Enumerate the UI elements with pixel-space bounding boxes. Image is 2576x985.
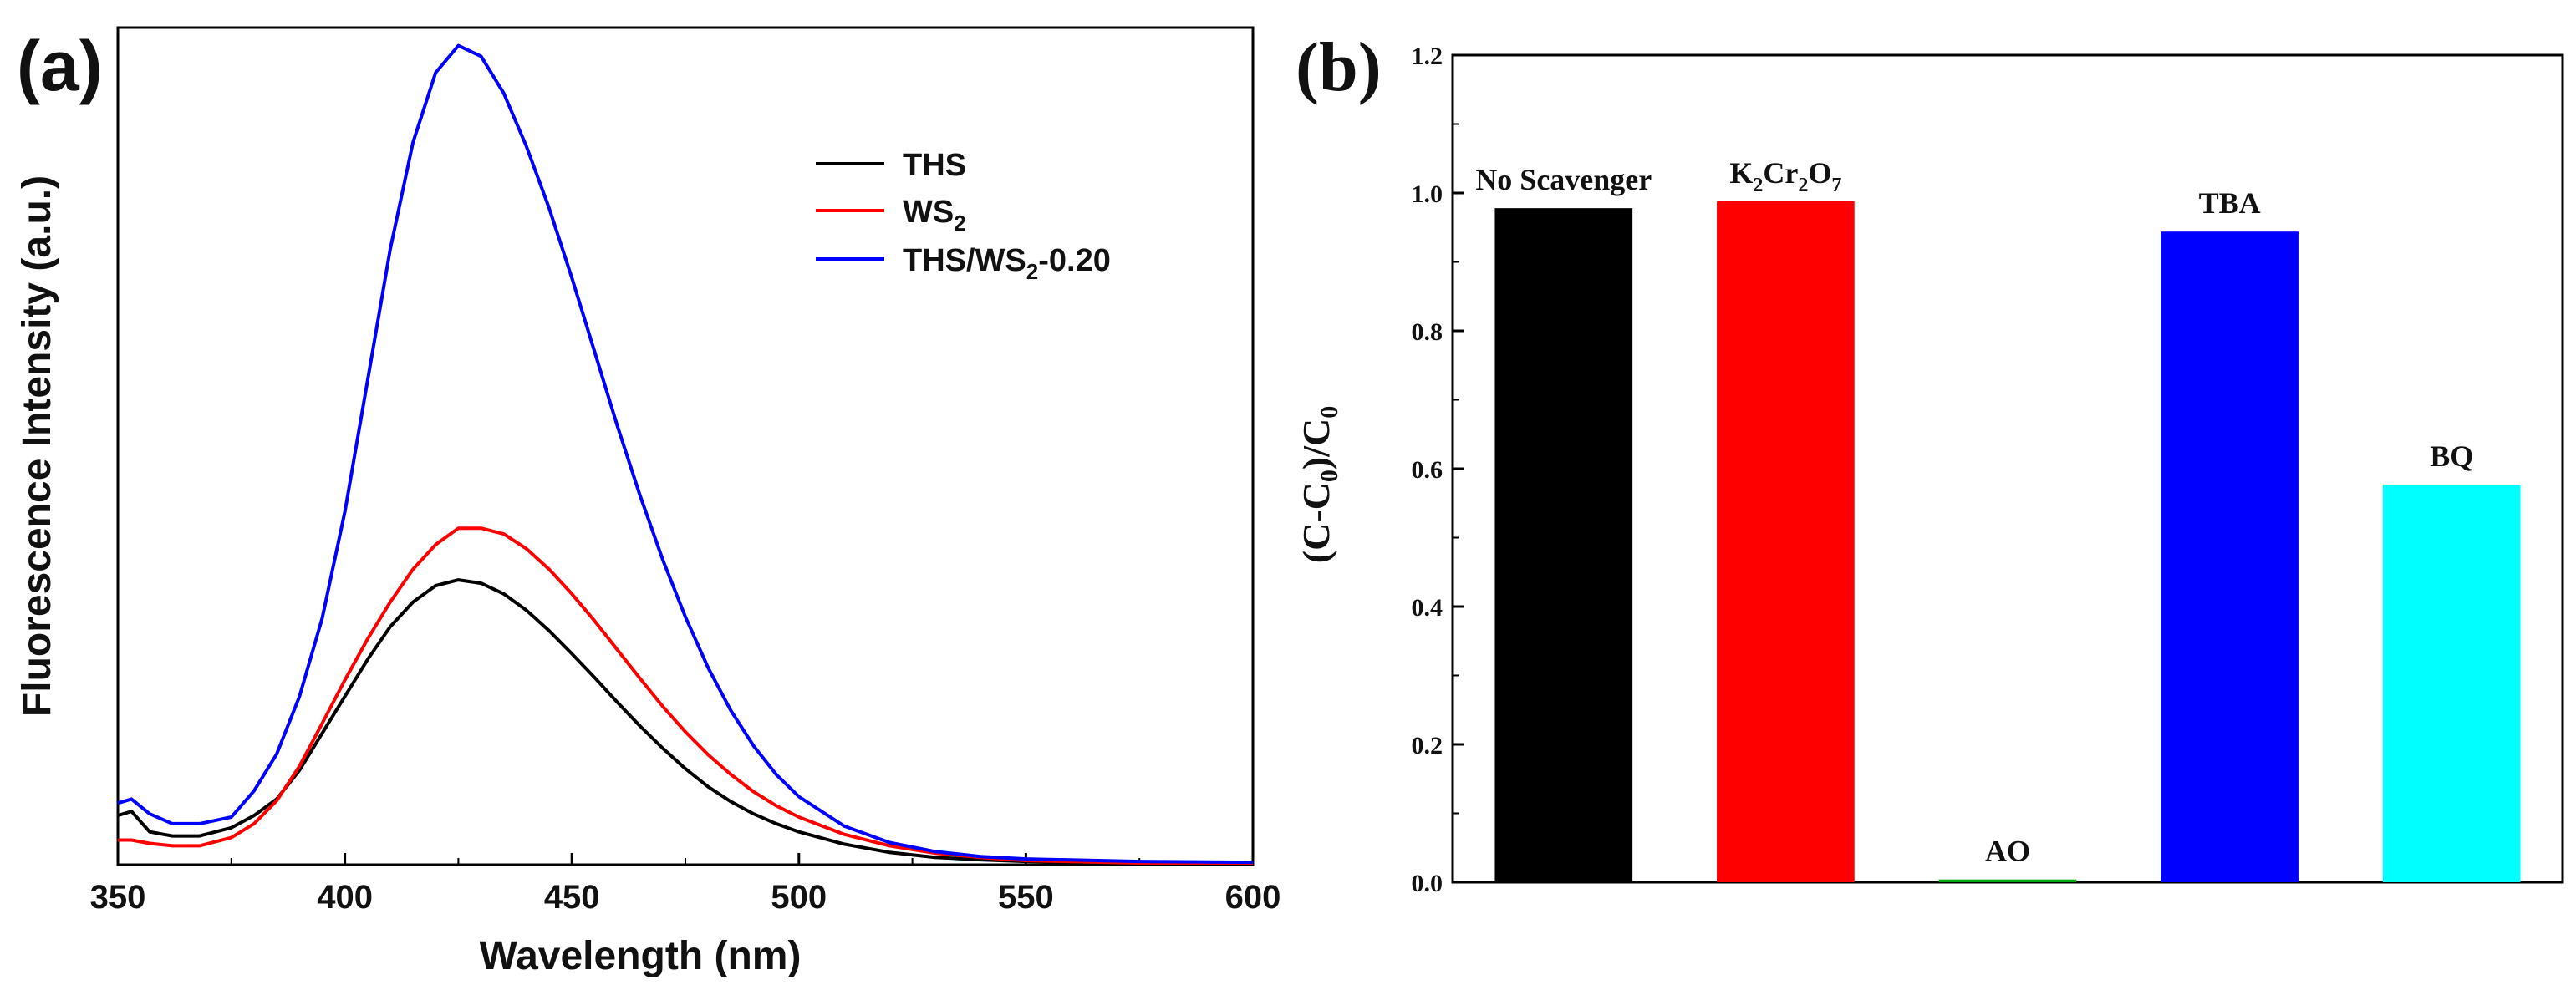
bar-label-0: No Scavenger	[1475, 163, 1652, 196]
x-tick-label-a: 550	[998, 879, 1054, 916]
bar-4	[2382, 484, 2521, 882]
y-tick-label-b: 1.0	[1412, 180, 1443, 208]
y-tick-label-b: 1.2	[1412, 43, 1443, 70]
bar-0	[1494, 208, 1633, 882]
bar-1	[1717, 201, 1855, 882]
plot-frame-a	[116, 26, 1255, 866]
x-tick-label-a: 350	[90, 879, 146, 916]
y-tick-label-b: 0.6	[1412, 456, 1443, 484]
series-line-0	[117, 578, 1253, 865]
y-axis-title-b: (C-C0)/C0	[1295, 406, 1343, 563]
x-axis-title-a: Wavelength (nm)	[480, 934, 802, 978]
panel-a-line-chart: (a) 350 400 450 500 550 600 THS WS2 THS/WS2-0…	[15, 26, 1281, 978]
x-tick-label-a: 400	[317, 879, 373, 916]
x-tick-label-a: 450	[544, 879, 600, 916]
x-axis-ticks-a: 350 400 450 500 550 600	[90, 853, 1281, 916]
series-line-1	[118, 526, 1253, 865]
legend-label-ths: THS	[903, 148, 966, 183]
y-tick-label-b: 0.4	[1412, 594, 1443, 622]
bar-2	[1938, 879, 2077, 882]
bars-b	[1494, 201, 2521, 882]
bar-label-2: AO	[1985, 835, 2030, 868]
panel-a-label: (a)	[17, 27, 103, 105]
bar-label-4: BQ	[2430, 439, 2473, 473]
y-tick-label-b: 0.2	[1412, 732, 1443, 759]
x-tick-label-a: 600	[1225, 879, 1281, 916]
panel-b-bar-chart: (b) 0.0 0.2 0.4 0.6 0.8 1.0 1.2 No Scavenger K2…	[1295, 28, 2564, 897]
panel-b-label: (b)	[1296, 28, 1382, 106]
bar-labels-b: No Scavenger K2Cr2O7 AO TBA BQ	[1475, 156, 2473, 868]
bar-label-3: TBA	[2199, 186, 2261, 220]
legend-label-ws2: WS2	[903, 195, 966, 236]
series-lines-a	[117, 43, 1254, 865]
legend-a: THS WS2 THS/WS2-0.20	[816, 148, 1111, 284]
series-line-2	[117, 43, 1254, 865]
bar-label-1: K2Cr2O7	[1729, 156, 1841, 196]
y-axis-title-a: Fluorescence Intensity (a.u.)	[15, 175, 59, 717]
y-tick-label-b: 0.8	[1412, 318, 1443, 346]
legend-label-ths-ws2-020: THS/WS2-0.20	[903, 243, 1111, 284]
bar-3	[2161, 231, 2299, 882]
y-axis-ticks-b: 0.0 0.2 0.4 0.6 0.8 1.0 1.2	[1412, 43, 1464, 897]
x-tick-label-a: 500	[771, 879, 827, 916]
y-tick-label-b: 0.0	[1412, 870, 1443, 897]
